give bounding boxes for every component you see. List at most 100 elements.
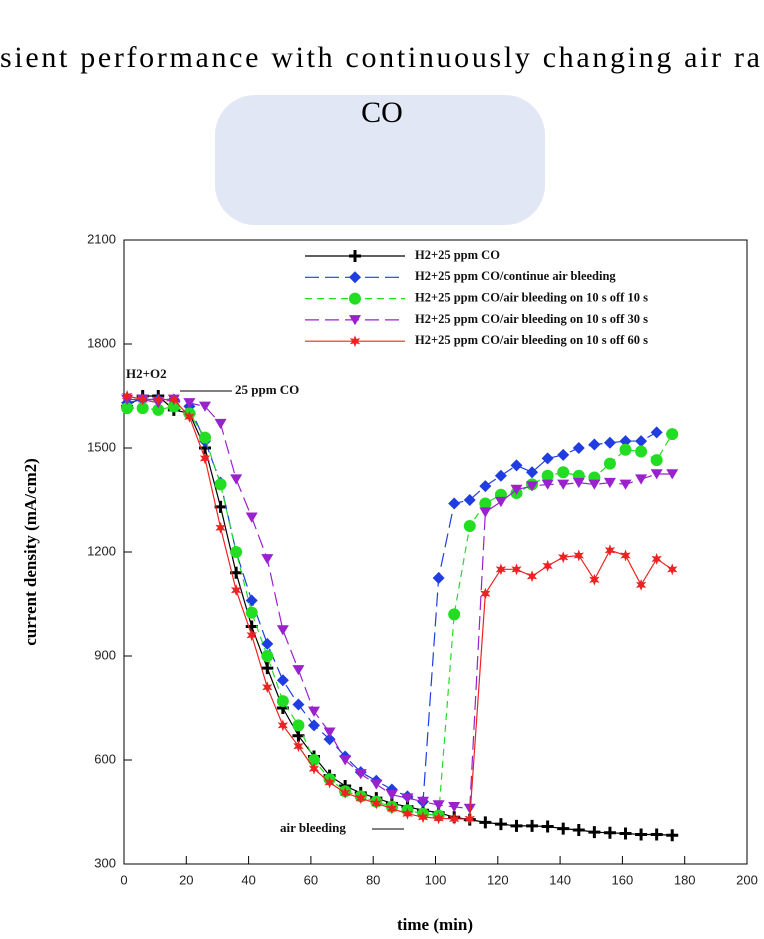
marker — [635, 445, 648, 458]
series-line — [126, 395, 673, 836]
marker — [198, 401, 211, 412]
marker — [385, 789, 398, 801]
marker — [121, 390, 133, 402]
chart-subtitle: CO — [361, 96, 403, 129]
marker — [261, 662, 274, 675]
marker — [168, 393, 180, 406]
marker — [463, 520, 476, 532]
marker — [401, 793, 414, 804]
marker — [276, 674, 289, 687]
marker — [588, 438, 601, 451]
marker — [339, 755, 352, 766]
marker — [495, 563, 507, 576]
marker — [448, 802, 461, 813]
marker — [230, 584, 242, 597]
marker — [666, 469, 679, 480]
y-tick-label: 1200 — [87, 543, 116, 558]
marker — [136, 402, 149, 415]
marker — [589, 573, 600, 586]
marker — [230, 546, 243, 558]
marker — [542, 559, 553, 572]
marker — [526, 481, 539, 492]
marker — [480, 587, 491, 600]
marker — [572, 477, 585, 489]
marker — [526, 819, 539, 832]
marker — [494, 496, 507, 508]
marker — [635, 578, 647, 591]
x-tick-label: 140 — [549, 872, 571, 887]
marker — [293, 740, 304, 753]
marker — [541, 452, 554, 465]
marker — [292, 698, 305, 711]
x-tick-label: 100 — [425, 872, 447, 887]
legend-label: H2+25 ppm CO/air bleeding on 10 s off 60… — [415, 333, 648, 347]
marker — [603, 457, 616, 470]
marker — [214, 418, 227, 430]
series-line — [126, 398, 673, 803]
legend-marker — [349, 292, 361, 305]
legend-marker — [349, 335, 361, 348]
marker — [308, 754, 321, 766]
marker — [541, 479, 554, 490]
marker — [479, 507, 492, 518]
x-tick-label: 0 — [120, 872, 127, 887]
marker — [510, 484, 523, 495]
legend-label: H2+25 ppm CO/continue air bleeding — [415, 269, 616, 283]
marker — [541, 820, 554, 833]
x-tick-label: 40 — [241, 872, 255, 887]
marker — [152, 403, 165, 416]
marker — [650, 454, 663, 467]
x-tick-label: 200 — [736, 872, 758, 887]
marker — [417, 796, 430, 807]
marker — [464, 812, 475, 825]
marker — [510, 819, 523, 832]
marker — [651, 552, 662, 565]
marker — [308, 706, 321, 717]
marker — [619, 827, 632, 840]
marker — [619, 443, 632, 456]
marker — [277, 719, 289, 732]
marker — [402, 807, 413, 820]
marker — [371, 797, 382, 810]
x-tick-label: 60 — [304, 872, 318, 887]
marker — [448, 812, 460, 825]
annotation: air bleeding — [280, 820, 346, 835]
legend-label: H2+25 ppm CO/air bleeding on 10 s off 30… — [415, 312, 648, 326]
marker — [604, 544, 616, 557]
marker — [308, 719, 321, 732]
x-tick-label: 80 — [366, 872, 380, 887]
marker — [635, 435, 648, 448]
marker — [619, 435, 632, 448]
marker — [137, 393, 148, 406]
marker — [541, 469, 554, 482]
marker — [433, 812, 444, 825]
legend-label: H2+25 ppm CO/air bleeding on 10 s off 10… — [415, 290, 648, 304]
y-tick-label: 900 — [94, 647, 116, 662]
marker — [339, 786, 351, 799]
marker — [292, 719, 305, 732]
marker — [463, 494, 476, 506]
marker — [292, 729, 305, 742]
marker — [153, 393, 164, 406]
marker — [276, 625, 289, 636]
marker — [245, 512, 258, 523]
marker — [557, 448, 570, 461]
marker — [650, 469, 663, 480]
marker — [666, 829, 679, 842]
marker — [463, 803, 476, 814]
legend-marker — [349, 315, 361, 326]
marker — [246, 629, 257, 642]
legend-label: H2+25 ppm CO — [415, 248, 500, 262]
y-tick-label: 300 — [94, 855, 116, 870]
marker — [603, 477, 616, 489]
marker — [510, 459, 523, 472]
marker — [448, 608, 461, 621]
marker — [214, 478, 227, 491]
marker — [479, 497, 492, 510]
marker — [650, 828, 663, 841]
marker — [183, 398, 196, 409]
x-axis-label: time (min) — [397, 915, 473, 934]
marker — [494, 818, 507, 831]
